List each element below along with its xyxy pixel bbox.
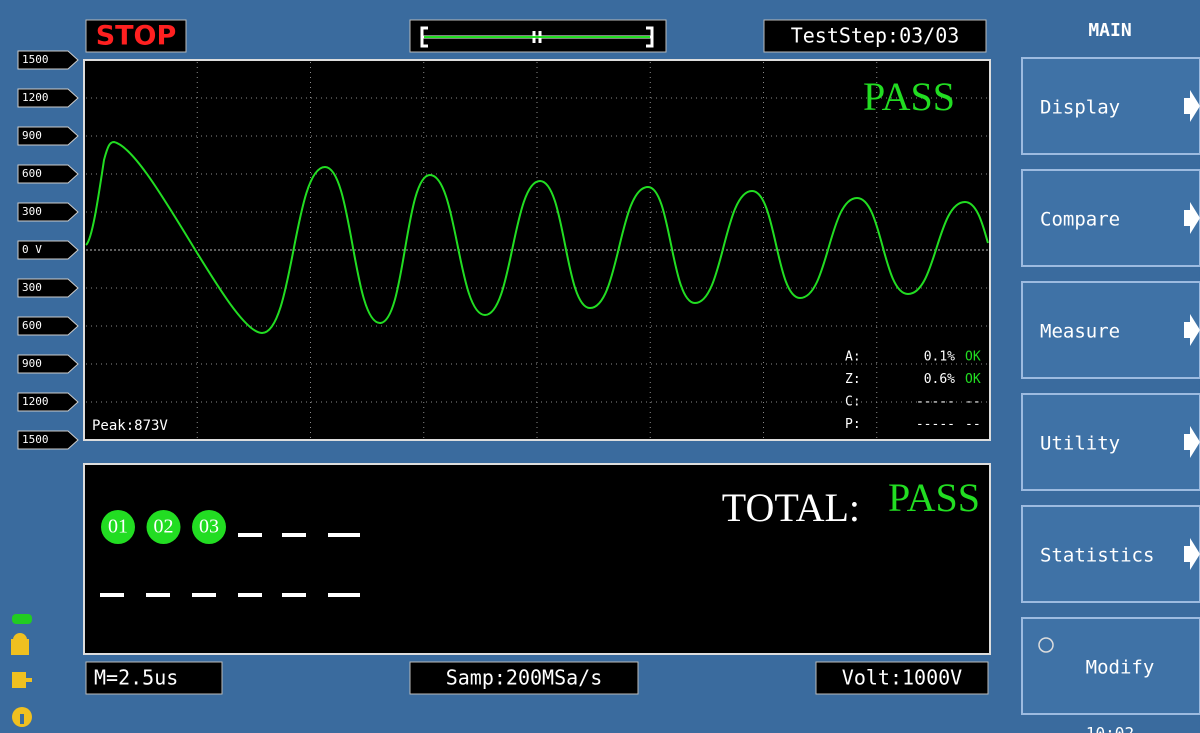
axis-label: 300 xyxy=(22,281,42,294)
sample-rate: Samp:200MSa/s xyxy=(446,666,603,690)
step-badge xyxy=(192,510,226,544)
timebase-box xyxy=(85,661,223,695)
menu-button-frame[interactable] xyxy=(1021,57,1200,155)
status-box xyxy=(85,19,187,53)
menu-button[interactable]: Statistics xyxy=(1021,505,1200,603)
info-icon-mark xyxy=(20,714,24,724)
menu-button-label[interactable]: Utility xyxy=(1040,433,1120,455)
empty-step-slots xyxy=(100,533,360,597)
menu-button-frame[interactable] xyxy=(1021,169,1200,267)
axis-label: 0 V xyxy=(22,243,42,256)
power-icon xyxy=(12,672,32,688)
scope-result: PASS xyxy=(863,74,955,119)
waveform-trace xyxy=(85,140,989,335)
measurement-status: OK xyxy=(965,350,981,365)
axis-label-box xyxy=(17,88,79,108)
menu-button-label[interactable]: Statistics xyxy=(1040,545,1154,567)
y-axis-labels: 1500 1200 900 600 300 0 V 300 600 900 1200 1500 xyxy=(17,50,79,450)
measurement-name: Z: xyxy=(845,372,861,387)
clock: 10:02 xyxy=(1086,724,1134,733)
axis-label-box xyxy=(17,240,79,260)
measurement-name: C: xyxy=(845,395,861,410)
menu-buttons: Display Compare Measure Utility Statistics Mo… xyxy=(1021,57,1200,715)
voltage: Volt:1000V xyxy=(842,666,962,690)
menu-button-label[interactable]: Compare xyxy=(1040,209,1120,231)
axis-label: 1200 xyxy=(22,91,49,104)
test-step-box xyxy=(763,19,987,53)
menu-button-label[interactable]: Measure xyxy=(1040,321,1120,343)
menu-button[interactable]: Measure xyxy=(1021,281,1200,379)
test-step: TestStep:03/03 xyxy=(791,24,960,48)
menu-button-label[interactable]: Display xyxy=(1040,97,1120,119)
measurement-value: 0.6% xyxy=(924,372,955,387)
menu-button[interactable]: Compare xyxy=(1021,169,1200,267)
menu-button-frame[interactable] xyxy=(1021,617,1200,715)
menu-button[interactable]: Modify xyxy=(1021,617,1200,715)
axis-label-box xyxy=(17,126,79,146)
menu-button[interactable]: Display xyxy=(1021,57,1200,155)
menu-button-frame[interactable] xyxy=(1021,281,1200,379)
lock-icon xyxy=(11,633,29,655)
menu-button-frame[interactable] xyxy=(1021,393,1200,491)
menu-button-label[interactable]: Modify xyxy=(1086,657,1155,679)
measurement-status: -- xyxy=(965,395,981,410)
knob-icon xyxy=(1038,637,1054,653)
total-label: TOTAL: xyxy=(722,485,860,530)
step-results: 01 02 03 xyxy=(101,510,226,544)
step-number: 01 xyxy=(108,516,128,538)
axis-label-box xyxy=(17,430,79,450)
axis-label: 1500 xyxy=(22,53,49,66)
axis-label-box xyxy=(17,202,79,222)
measurement-value: ----- xyxy=(916,395,955,410)
arrow-icon xyxy=(1184,314,1200,346)
axis-label-box xyxy=(17,278,79,298)
axis-label: 1200 xyxy=(22,395,49,408)
status-text: STOP xyxy=(96,21,177,52)
axis-label-box xyxy=(17,50,79,70)
axis-label: 300 xyxy=(22,205,42,218)
arrow-icon xyxy=(1184,426,1200,458)
step-number: 02 xyxy=(154,516,174,538)
measurement-status: OK xyxy=(965,372,981,387)
measurement-value: ----- xyxy=(916,417,955,432)
axis-label: 900 xyxy=(22,357,42,370)
step-number: 03 xyxy=(199,516,219,538)
axis-label-box xyxy=(17,164,79,184)
axis-label: 600 xyxy=(22,319,42,332)
axis-label: 1500 xyxy=(22,433,49,446)
summary-panel xyxy=(83,463,991,655)
arrow-icon xyxy=(1184,90,1200,122)
measurement-name: P: xyxy=(845,417,861,432)
total-result: PASS xyxy=(888,475,980,520)
step-badge xyxy=(146,510,181,544)
menu-button-frame[interactable] xyxy=(1021,505,1200,603)
arrow-icon xyxy=(1184,538,1200,570)
axis-label: 900 xyxy=(22,129,42,142)
menu-title: MAIN xyxy=(1088,20,1131,41)
axis-label-box xyxy=(17,392,79,412)
measurement-name: A: xyxy=(845,350,861,365)
measurements: A: 0.1% OKZ: 0.6% OKC: ----- --P: ----- -- xyxy=(845,350,981,433)
scope-grid xyxy=(86,62,988,438)
measurement-value: 0.1% xyxy=(924,350,955,365)
measurement-status: -- xyxy=(965,417,981,432)
axis-label-box xyxy=(17,354,79,374)
arrow-icon xyxy=(1184,202,1200,234)
usb-icon xyxy=(12,614,32,624)
voltage-box xyxy=(815,661,989,695)
menu-button[interactable]: Utility xyxy=(1021,393,1200,491)
sample-rate-box xyxy=(409,661,639,695)
timebase: M=2.5us xyxy=(94,666,178,690)
axis-label-box xyxy=(17,316,79,336)
axis-label: 600 xyxy=(22,167,42,180)
peak-readout: Peak:873V xyxy=(92,418,168,434)
step-badge xyxy=(101,510,135,544)
